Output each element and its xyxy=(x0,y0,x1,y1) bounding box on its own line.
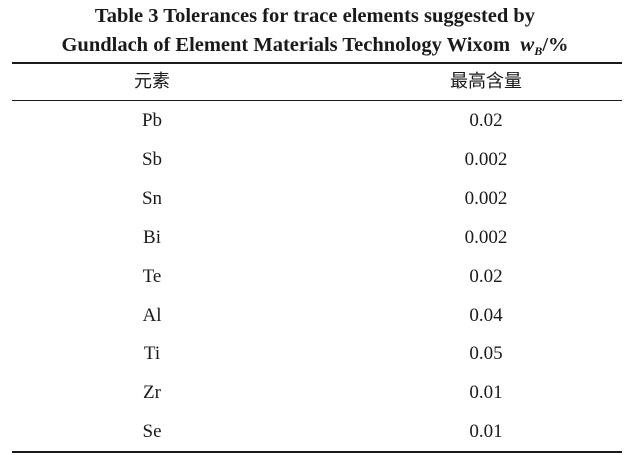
cell-element: Se xyxy=(142,421,162,443)
cell-element: Bi xyxy=(143,226,161,248)
cell-element: Zr xyxy=(143,382,161,404)
cell-element: Ti xyxy=(143,343,161,365)
table-header-row: 元素 最高含量 xyxy=(0,64,630,100)
table-row: Sn 0.002 xyxy=(0,179,630,218)
unit-subscript: B xyxy=(534,44,543,58)
table-row: Sb 0.002 xyxy=(0,140,630,179)
cell-max-content: 0.002 xyxy=(464,148,508,170)
header-max-content: 最高含量 xyxy=(450,71,522,92)
cell-max-content: 0.002 xyxy=(464,226,508,248)
cell-max-content: 0.02 xyxy=(469,110,503,131)
table-row: Se 0.01 xyxy=(0,412,630,451)
cell-max-content: 0.04 xyxy=(469,304,503,326)
cell-max-content: 0.05 xyxy=(469,343,503,365)
table-row: Te 0.02 xyxy=(0,257,630,296)
table-row: Ti 0.05 xyxy=(0,334,630,373)
cell-max-content: 0.01 xyxy=(469,382,503,404)
cell-element: Sn xyxy=(141,187,163,209)
table-header-rule xyxy=(12,100,622,101)
table-bottom-rule xyxy=(12,451,622,453)
table-top-rule xyxy=(12,62,622,64)
cell-element: Al xyxy=(142,304,162,326)
cell-element: Sb xyxy=(141,148,163,170)
cell-max-content: 0.002 xyxy=(464,187,508,209)
cell-max-content: 0.02 xyxy=(469,265,503,287)
table-row: Bi 0.002 xyxy=(0,218,630,257)
table-row: Al 0.04 xyxy=(0,296,630,335)
table-row: Zr 0.01 xyxy=(0,373,630,412)
table-row: Pb 0.02 xyxy=(0,101,630,140)
caption-line-2: Gundlach of Element Materials Technology… xyxy=(0,30,630,61)
cell-element: Te xyxy=(142,265,162,287)
header-element: 元素 xyxy=(134,71,170,92)
unit-suffix: /% xyxy=(542,34,569,56)
cell-element: Pb xyxy=(141,110,163,131)
table-caption: Table 3 Tolerances for trace elements su… xyxy=(0,2,630,61)
caption-line-2-text: Gundlach of Element Materials Technology… xyxy=(61,34,511,56)
cell-max-content: 0.01 xyxy=(469,421,503,443)
unit-symbol: w xyxy=(520,32,535,56)
caption-line-1: Table 3 Tolerances for trace elements su… xyxy=(94,5,536,27)
